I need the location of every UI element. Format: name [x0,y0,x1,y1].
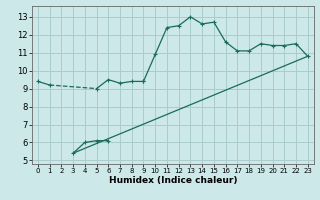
X-axis label: Humidex (Indice chaleur): Humidex (Indice chaleur) [108,176,237,185]
